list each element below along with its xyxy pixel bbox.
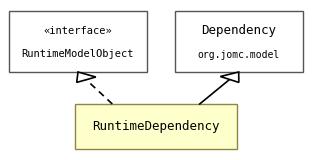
FancyBboxPatch shape (9, 11, 147, 72)
FancyBboxPatch shape (175, 11, 303, 72)
Text: org.jomc.model: org.jomc.model (197, 50, 280, 60)
FancyBboxPatch shape (75, 104, 237, 149)
Polygon shape (220, 72, 239, 82)
Text: «interface»: «interface» (44, 26, 112, 36)
Text: RuntimeDependency: RuntimeDependency (92, 120, 220, 133)
Text: Dependency: Dependency (201, 24, 276, 37)
Text: RuntimeModelObject: RuntimeModelObject (22, 49, 134, 59)
Polygon shape (77, 72, 96, 82)
